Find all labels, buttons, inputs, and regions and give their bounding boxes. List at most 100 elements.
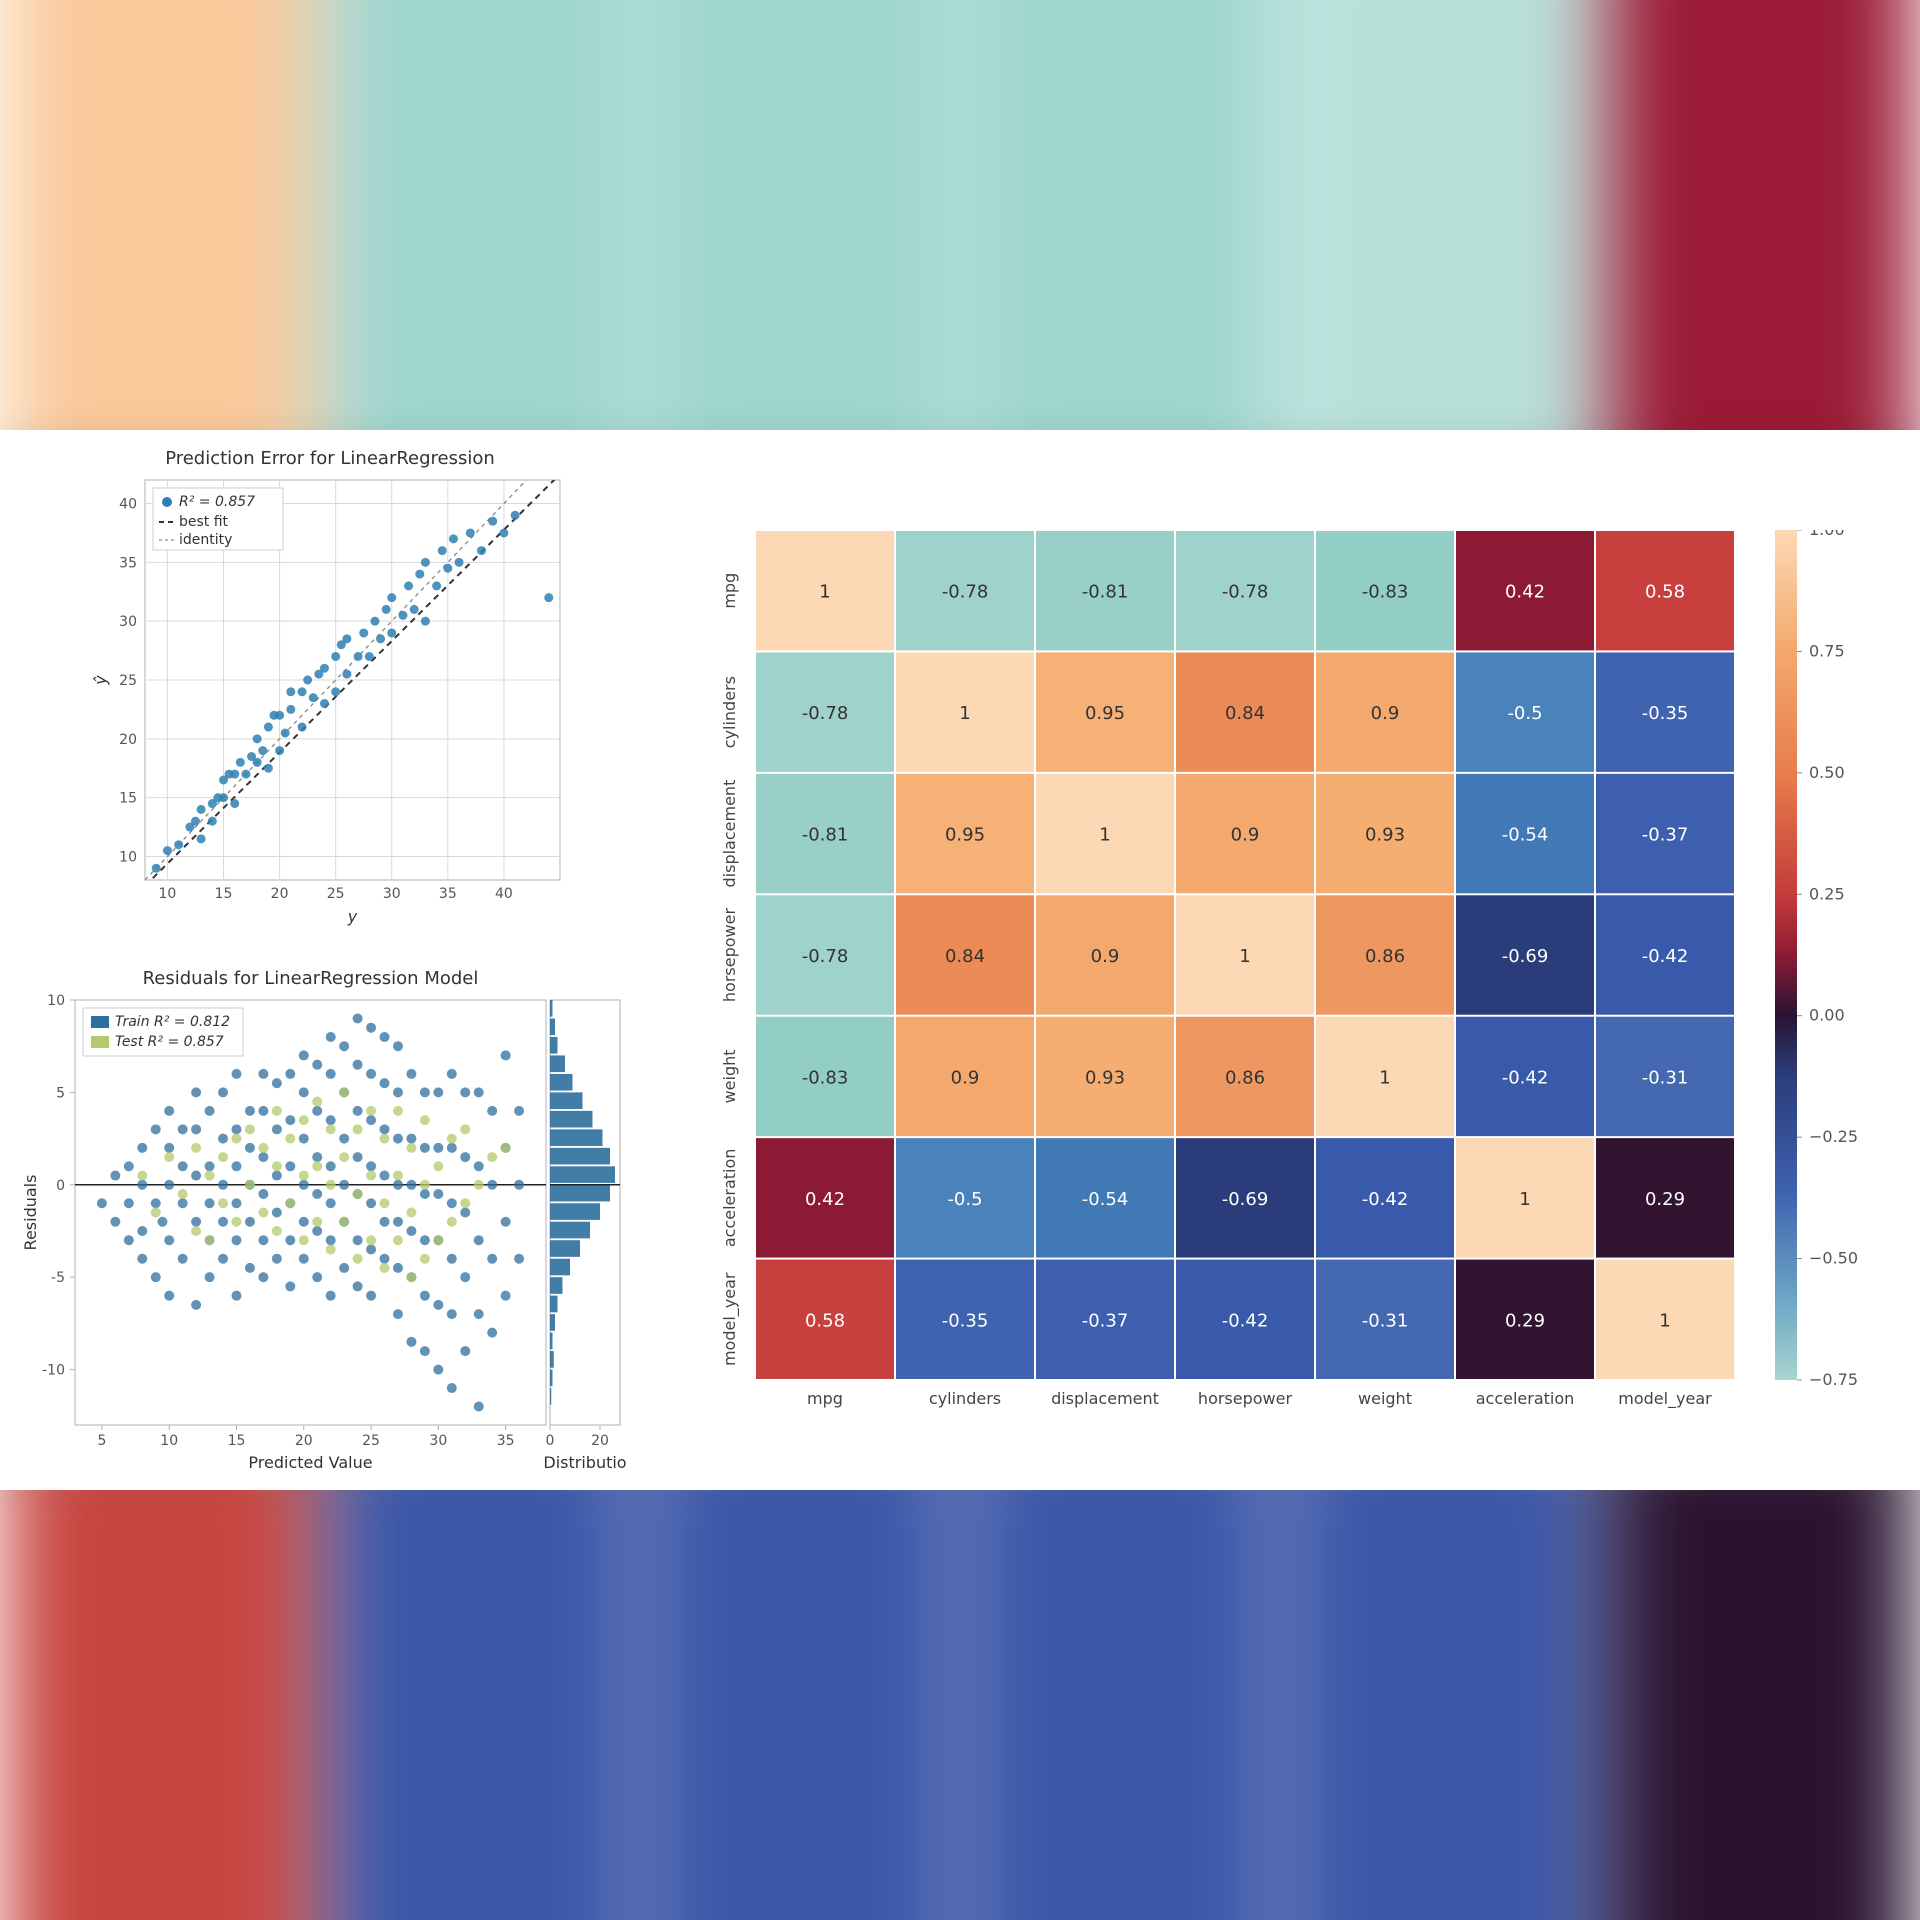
scatter-point — [404, 581, 413, 590]
train-point — [433, 1189, 443, 1199]
train-point — [157, 1217, 167, 1227]
train-point — [514, 1106, 524, 1116]
scatter-point — [455, 558, 464, 567]
train-point — [366, 1023, 376, 1033]
train-point — [406, 1337, 416, 1347]
heatmap-cell-value: 0.58 — [805, 1310, 845, 1331]
test-point — [501, 1143, 511, 1153]
train-point — [258, 1272, 268, 1282]
svg-text:0: 0 — [546, 1433, 555, 1449]
train-point — [299, 1180, 309, 1190]
hist-bar — [550, 1111, 593, 1128]
test-point — [420, 1254, 430, 1264]
svg-text:10: 10 — [159, 886, 177, 902]
scatter-point — [298, 723, 307, 732]
test-point — [393, 1106, 403, 1116]
train-point — [447, 1198, 457, 1208]
test-point — [433, 1161, 443, 1171]
train-point — [406, 1180, 416, 1190]
svg-text:5: 5 — [97, 1433, 106, 1449]
train-point — [299, 1087, 309, 1097]
train-point — [474, 1161, 484, 1171]
train-point — [380, 1171, 390, 1181]
scatter-point — [415, 570, 424, 579]
train-point — [393, 1180, 403, 1190]
train-point — [326, 1115, 336, 1125]
scatter-point — [208, 817, 217, 826]
test-point — [406, 1143, 416, 1153]
hist-bar — [550, 1333, 553, 1350]
train-point — [191, 1171, 201, 1181]
svg-text:20: 20 — [119, 732, 137, 748]
colorbar-tick-label: 0.75 — [1809, 641, 1845, 660]
scatter-point — [286, 705, 295, 714]
heatmap-row-label: weight — [720, 1049, 739, 1103]
svg-text:Predicted Value: Predicted Value — [248, 1453, 372, 1472]
prediction-error-chart: Prediction Error for LinearRegression101… — [90, 450, 570, 930]
scatter-point — [499, 528, 508, 537]
scatter-point — [309, 693, 318, 702]
train-point — [487, 1328, 497, 1338]
test-point — [231, 1134, 241, 1144]
test-point — [406, 1272, 416, 1282]
colorbar-tick-label: 0.50 — [1809, 763, 1845, 782]
hist-bar — [550, 1388, 551, 1405]
train-point — [299, 1134, 309, 1144]
scatter-point — [438, 546, 447, 555]
test-point — [312, 1097, 322, 1107]
train-point — [326, 1032, 336, 1042]
heatmap-col-label: acceleration — [1476, 1389, 1575, 1408]
scatter-point — [197, 805, 206, 814]
heatmap-row-label: displacement — [720, 780, 739, 888]
train-point — [218, 1254, 228, 1264]
scatter-point — [354, 652, 363, 661]
test-point — [393, 1235, 403, 1245]
train-point — [151, 1272, 161, 1282]
heatmap-cell-value: 1 — [959, 703, 970, 724]
heatmap-col-label: mpg — [807, 1389, 843, 1408]
train-point — [285, 1281, 295, 1291]
train-point — [366, 1291, 376, 1301]
heatmap-cell-value: 1 — [1519, 1189, 1530, 1210]
train-point — [366, 1161, 376, 1171]
test-point — [447, 1217, 457, 1227]
test-point — [406, 1208, 416, 1218]
train-point — [433, 1143, 443, 1153]
train-point — [124, 1235, 134, 1245]
train-point — [285, 1115, 295, 1125]
hist-bar — [550, 1092, 583, 1109]
heatmap-cell-value: -0.35 — [1642, 703, 1689, 724]
scatter-point — [365, 652, 374, 661]
scatter-point — [230, 770, 239, 779]
train-point — [514, 1180, 524, 1190]
scatter-point — [477, 546, 486, 555]
train-point — [353, 1281, 363, 1291]
test-point — [339, 1217, 349, 1227]
heatmap-cell-value: 1 — [1379, 1067, 1390, 1088]
train-point — [393, 1041, 403, 1051]
train-point — [285, 1069, 295, 1079]
train-point — [272, 1124, 282, 1134]
scatter-point — [449, 534, 458, 543]
train-point — [299, 1217, 309, 1227]
heatmap-cell-value: -0.37 — [1642, 825, 1689, 846]
svg-text:0: 0 — [56, 1178, 65, 1194]
train-point — [164, 1291, 174, 1301]
heatmap-cell-value: 0.9 — [951, 1067, 980, 1088]
train-point — [474, 1235, 484, 1245]
svg-text:35: 35 — [119, 555, 137, 571]
test-point — [393, 1171, 403, 1181]
hist-bar — [550, 1074, 573, 1091]
train-point — [420, 1291, 430, 1301]
train-point — [487, 1106, 497, 1116]
scatter-point — [174, 840, 183, 849]
train-point — [433, 1087, 443, 1097]
scatter-point — [331, 687, 340, 696]
scatter-point — [303, 676, 312, 685]
svg-text:20: 20 — [591, 1433, 609, 1449]
test-point — [205, 1235, 215, 1245]
train-point — [393, 1134, 403, 1144]
svg-text:40: 40 — [495, 886, 513, 902]
train-point — [272, 1171, 282, 1181]
train-point — [433, 1300, 443, 1310]
